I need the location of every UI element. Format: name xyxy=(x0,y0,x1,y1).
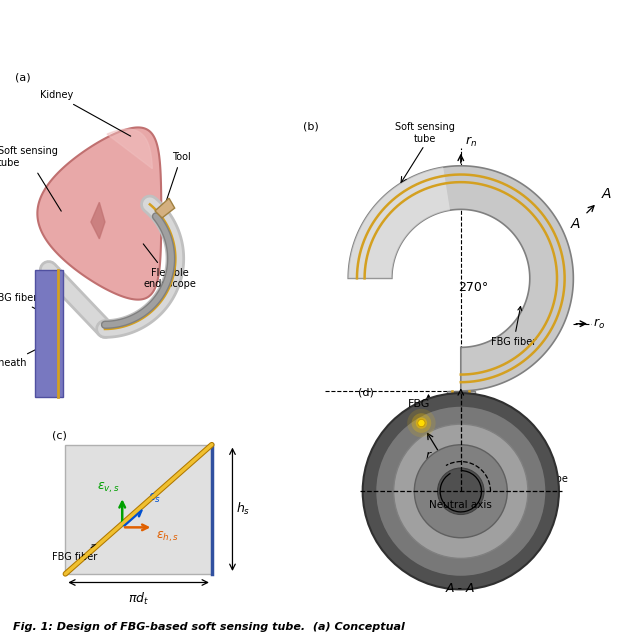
Text: $\varepsilon_{h,s}$: $\varepsilon_{h,s}$ xyxy=(156,530,179,544)
Text: FBG fiber: FBG fiber xyxy=(52,545,97,561)
Text: $d_t$: $d_t$ xyxy=(454,424,467,437)
Circle shape xyxy=(412,413,431,433)
Text: Kidney: Kidney xyxy=(40,90,131,136)
Text: Flexible
endoscope: Flexible endoscope xyxy=(143,244,196,289)
Circle shape xyxy=(416,417,427,429)
Text: $\pi d_t$: $\pi d_t$ xyxy=(128,591,149,607)
Text: (b): (b) xyxy=(303,121,319,131)
Text: $r_o$: $r_o$ xyxy=(593,316,605,330)
Circle shape xyxy=(376,406,546,577)
Text: $\phi$: $\phi$ xyxy=(481,452,492,468)
Circle shape xyxy=(418,419,425,427)
Text: Tool: Tool xyxy=(166,152,190,203)
Text: FBG: FBG xyxy=(408,399,430,409)
Polygon shape xyxy=(37,128,161,300)
Text: $\varepsilon_{v,s}$: $\varepsilon_{v,s}$ xyxy=(97,480,120,494)
Circle shape xyxy=(414,445,508,538)
Text: $h_s$: $h_s$ xyxy=(236,501,250,517)
Text: $r_n$: $r_n$ xyxy=(465,135,477,149)
Bar xyxy=(35,270,63,397)
Text: (c): (c) xyxy=(52,431,67,441)
Text: $\varepsilon_s$: $\varepsilon_s$ xyxy=(148,492,161,505)
Text: A: A xyxy=(601,187,611,200)
Text: FBG fiber: FBG fiber xyxy=(491,306,536,347)
Circle shape xyxy=(407,409,436,437)
Text: FBG fiber: FBG fiber xyxy=(0,293,56,319)
Text: Soft sensing
tube: Soft sensing tube xyxy=(0,146,61,211)
Circle shape xyxy=(438,468,484,514)
Text: Fig. 1: Design of FBG-based soft sensing tube.  (a) Conceptual: Fig. 1: Design of FBG-based soft sensing… xyxy=(13,622,404,632)
Text: A: A xyxy=(571,217,580,231)
Polygon shape xyxy=(155,198,175,218)
Text: Flexible
endoscope: Flexible endoscope xyxy=(469,454,568,484)
Text: $r_s$: $r_s$ xyxy=(426,450,436,464)
Text: $\alpha_s$: $\alpha_s$ xyxy=(440,461,453,472)
Bar xyxy=(447,391,475,466)
Text: Neutral axis: Neutral axis xyxy=(429,500,492,510)
Text: (d): (d) xyxy=(358,388,373,398)
Bar xyxy=(454,391,468,464)
Circle shape xyxy=(394,424,528,558)
Text: (a): (a) xyxy=(15,73,31,83)
Polygon shape xyxy=(91,202,105,239)
Polygon shape xyxy=(348,166,573,391)
Polygon shape xyxy=(107,129,152,168)
Text: Soft sensing
tube: Soft sensing tube xyxy=(394,122,454,144)
Text: Sheath: Sheath xyxy=(0,345,46,367)
Text: $h_s$: $h_s$ xyxy=(410,420,424,437)
Text: 270°: 270° xyxy=(458,281,488,294)
Polygon shape xyxy=(348,167,450,278)
Circle shape xyxy=(363,393,559,590)
Text: A - A: A - A xyxy=(446,582,476,595)
Bar xyxy=(65,445,212,574)
Bar xyxy=(435,432,486,449)
